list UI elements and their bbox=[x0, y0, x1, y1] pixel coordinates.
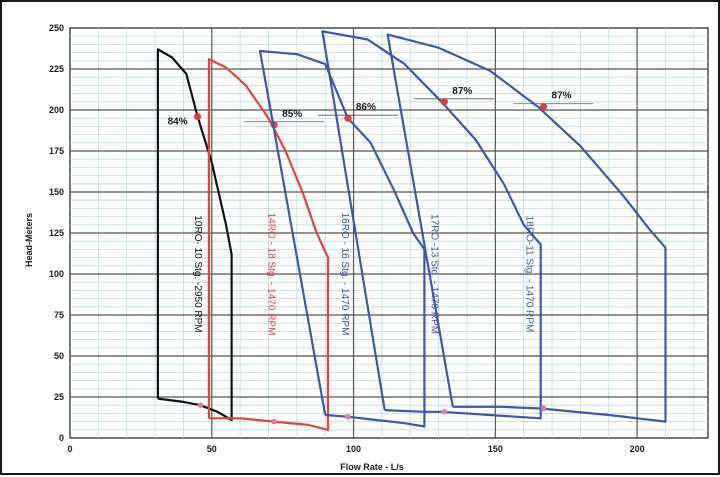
efficiency-point bbox=[344, 114, 352, 122]
head-curve-line bbox=[258, 49, 426, 428]
x-tick-label: 100 bbox=[346, 444, 361, 454]
y-tick-label: 100 bbox=[49, 269, 64, 279]
pump-series: 86% 16RO - 16 Stg. - 1470 RPM bbox=[258, 49, 426, 428]
npsh-marker bbox=[271, 418, 277, 425]
y-axis-title: Head-Meters bbox=[24, 213, 34, 267]
y-tick-label: 225 bbox=[49, 64, 64, 74]
curve-label: 14RO - 18 Stg. - 1470 RPM bbox=[266, 213, 277, 336]
y-tick-label: 50 bbox=[54, 351, 64, 361]
y-tick-label: 200 bbox=[49, 105, 64, 115]
x-tick-label: 0 bbox=[67, 444, 72, 454]
series-layer: 84% 10RO- 10 Stg. -2950 RPM 85% 14RO - 18 S… bbox=[156, 30, 667, 431]
pump-series: 85% 14RO - 18 Stg. - 1470 RPM bbox=[207, 58, 330, 431]
pump-series: 84% 10RO- 10 Stg. -2950 RPM bbox=[156, 48, 233, 422]
npsh-marker bbox=[345, 413, 351, 420]
pump-series: 87% 18RO-11 Stg. - 1470 RPM bbox=[386, 33, 667, 423]
npsh-marker bbox=[540, 405, 547, 412]
y-tick-label: 150 bbox=[49, 187, 64, 197]
npsh-marker bbox=[441, 408, 448, 415]
y-axis-ticks: 0 25 50 75 100 125 150 175 200 225 250 bbox=[49, 23, 64, 443]
curve-label: 17RO -13 Stg. - 1470 RPM bbox=[429, 214, 440, 334]
y-tick-label: 75 bbox=[54, 310, 64, 320]
x-tick-label: 150 bbox=[488, 444, 503, 454]
efficiency-label: 84% bbox=[168, 117, 188, 128]
efficiency-label: 87% bbox=[552, 91, 572, 102]
x-tick-label: 200 bbox=[630, 444, 645, 454]
head-curve-line bbox=[207, 58, 330, 431]
pump-series: 87% 17RO -13 Stg. - 1470 RPM bbox=[321, 30, 542, 420]
major-grid bbox=[70, 28, 708, 438]
y-tick-label: 25 bbox=[54, 392, 64, 402]
y-tick-label: 0 bbox=[59, 433, 64, 443]
head-curve-line bbox=[386, 33, 667, 423]
x-tick-label: 50 bbox=[207, 444, 217, 454]
efficiency-point bbox=[539, 103, 548, 111]
efficiency-point bbox=[194, 112, 202, 121]
y-tick-label: 250 bbox=[49, 23, 64, 33]
curve-label: 18RO-11 Stg. - 1470 RPM bbox=[524, 216, 535, 333]
efficiency-label: 87% bbox=[452, 86, 472, 97]
x-axis-title: Flow Rate - L/s bbox=[340, 462, 404, 472]
efficiency-point bbox=[440, 98, 448, 106]
efficiency-label: 85% bbox=[282, 109, 302, 120]
efficiency-label: 86% bbox=[356, 102, 376, 113]
curve-label: 16RO - 16 Stg. - 1470 RPM bbox=[339, 213, 350, 336]
y-tick-label: 125 bbox=[49, 228, 64, 238]
curve-label: 10RO- 10 Stg. -2950 RPM bbox=[192, 215, 203, 332]
y-tick-label: 175 bbox=[49, 146, 64, 156]
npsh-marker bbox=[197, 402, 204, 409]
head-curve-line bbox=[321, 30, 542, 420]
x-axis-ticks: 0 50 100 150 200 bbox=[67, 444, 644, 454]
